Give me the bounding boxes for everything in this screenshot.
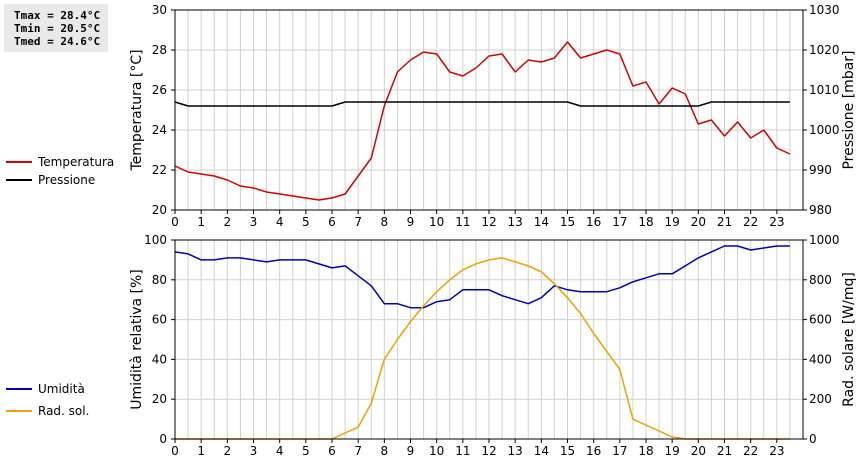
legend-label-pressure: Pressione [38, 173, 96, 187]
series-line-temperatura [174, 41, 791, 201]
x-tick-label: 19 [665, 215, 680, 229]
y-left-tick-label: 0 [159, 432, 167, 446]
y-right-tick-label: 1030 [809, 3, 840, 17]
legend-swatch-humidity [6, 387, 32, 390]
x-tick-label: 2 [224, 444, 232, 458]
x-tick-label: 12 [481, 444, 496, 458]
y-left-tick-label: 24 [152, 123, 167, 137]
y-left-tick-label: 26 [152, 83, 167, 97]
x-tick-label: 7 [354, 215, 362, 229]
series-line-pressione [174, 101, 790, 107]
x-tick-label: 17 [612, 444, 627, 458]
y-left-tick-label: 28 [152, 43, 167, 57]
y-right-tick-label: 0 [809, 432, 817, 446]
y-left-tick-label: 80 [152, 273, 167, 287]
x-tick-label: 11 [455, 215, 470, 229]
x-tick-label: 17 [612, 215, 627, 229]
y-left-tick-label: 100 [144, 233, 167, 247]
x-tick-label: 7 [354, 444, 362, 458]
x-tick-label: 12 [481, 215, 496, 229]
x-tick-label: 23 [769, 215, 784, 229]
x-tick-label: 18 [638, 444, 653, 458]
x-tick-label: 20 [691, 215, 706, 229]
legend-item-pressure: Pressione [6, 172, 95, 188]
y-right-tick-label: 400 [809, 352, 832, 366]
y-right-tick-label: 980 [809, 203, 832, 217]
x-tick-label: 11 [455, 444, 470, 458]
y-left-tick-label: 22 [152, 163, 167, 177]
x-tick-label: 13 [508, 215, 523, 229]
x-tick-label: 6 [328, 444, 336, 458]
x-tick-label: 10 [429, 444, 444, 458]
x-tick-label: 0 [171, 215, 179, 229]
x-tick-label: 21 [717, 444, 732, 458]
x-tick-label: 5 [302, 444, 310, 458]
legend-label-humidity: Umidità [38, 382, 85, 396]
x-tick-label: 16 [586, 444, 601, 458]
legend-item-temperature: Temperatura [6, 154, 114, 170]
legend-item-humidity: Umidità [6, 381, 85, 397]
x-tick-label: 21 [717, 215, 732, 229]
x-tick-label: 18 [638, 215, 653, 229]
x-tick-label: 0 [171, 444, 179, 458]
y-left-tick-label: 40 [152, 352, 167, 366]
tmin-stat: Tmin = 20.5°C [14, 22, 101, 35]
x-tick-label: 14 [534, 215, 549, 229]
x-tick-label: 14 [534, 444, 549, 458]
legend-item-radiation: Rad. sol. [6, 403, 89, 419]
x-tick-label: 4 [276, 215, 284, 229]
x-tick-label: 1 [197, 444, 205, 458]
tmed-stat: Tmed = 24.6°C [14, 35, 101, 48]
series-line-rad-sol [175, 257, 790, 440]
y-left-tick-label: 30 [152, 3, 167, 17]
series-line-umidit [174, 245, 790, 309]
x-tick-label: 23 [769, 444, 784, 458]
y-right-tick-label: 200 [809, 392, 832, 406]
y-right-tick-label: 990 [809, 163, 832, 177]
x-tick-label: 9 [407, 444, 415, 458]
x-tick-label: 8 [381, 215, 389, 229]
x-tick-label: 20 [691, 444, 706, 458]
y-right-tick-label: 800 [809, 273, 832, 287]
x-tick-label: 22 [743, 444, 758, 458]
y-left-tick-label: 20 [152, 203, 167, 217]
x-tick-label: 8 [381, 444, 389, 458]
x-tick-label: 4 [276, 444, 284, 458]
x-tick-label: 10 [429, 215, 444, 229]
x-tick-label: 1 [197, 215, 205, 229]
x-tick-label: 5 [302, 215, 310, 229]
x-tick-label: 9 [407, 215, 415, 229]
stats-summary: Tmax = 28.4°C Tmin = 20.5°C Tmed = 24.6°… [4, 4, 108, 52]
y-left-tick-label: 20 [152, 392, 167, 406]
legend-label-radiation: Rad. sol. [38, 404, 90, 418]
x-tick-label: 6 [328, 215, 336, 229]
y-right-tick-label: 1020 [809, 43, 840, 57]
legend-swatch-pressure [6, 178, 32, 181]
y-right-axis-title: Pressione [mbar] [841, 50, 857, 169]
x-tick-label: 19 [665, 444, 680, 458]
x-tick-label: 3 [250, 215, 258, 229]
x-tick-label: 16 [586, 215, 601, 229]
x-tick-label: 2 [224, 215, 232, 229]
legend-swatch-temperature [6, 160, 32, 163]
y-right-tick-label: 600 [809, 313, 832, 327]
x-tick-label: 13 [508, 444, 523, 458]
x-tick-label: 15 [560, 215, 575, 229]
y-right-tick-label: 1010 [809, 83, 840, 97]
tmax-stat: Tmax = 28.4°C [14, 9, 101, 22]
legend-label-temperature: Temperatura [38, 155, 115, 169]
y-right-axis-title: Rad. solare [W/mq] [841, 272, 857, 407]
x-tick-label: 22 [743, 215, 758, 229]
y-left-tick-label: 60 [152, 313, 167, 327]
y-left-axis-title: Temperatura [°C] [129, 49, 145, 171]
y-left-axis-title: Umidità relativa [%] [129, 269, 145, 410]
y-right-tick-label: 1000 [809, 123, 840, 137]
x-tick-label: 3 [250, 444, 258, 458]
y-right-tick-label: 1000 [809, 233, 840, 247]
legend-swatch-radiation [6, 409, 32, 412]
x-tick-label: 15 [560, 444, 575, 458]
